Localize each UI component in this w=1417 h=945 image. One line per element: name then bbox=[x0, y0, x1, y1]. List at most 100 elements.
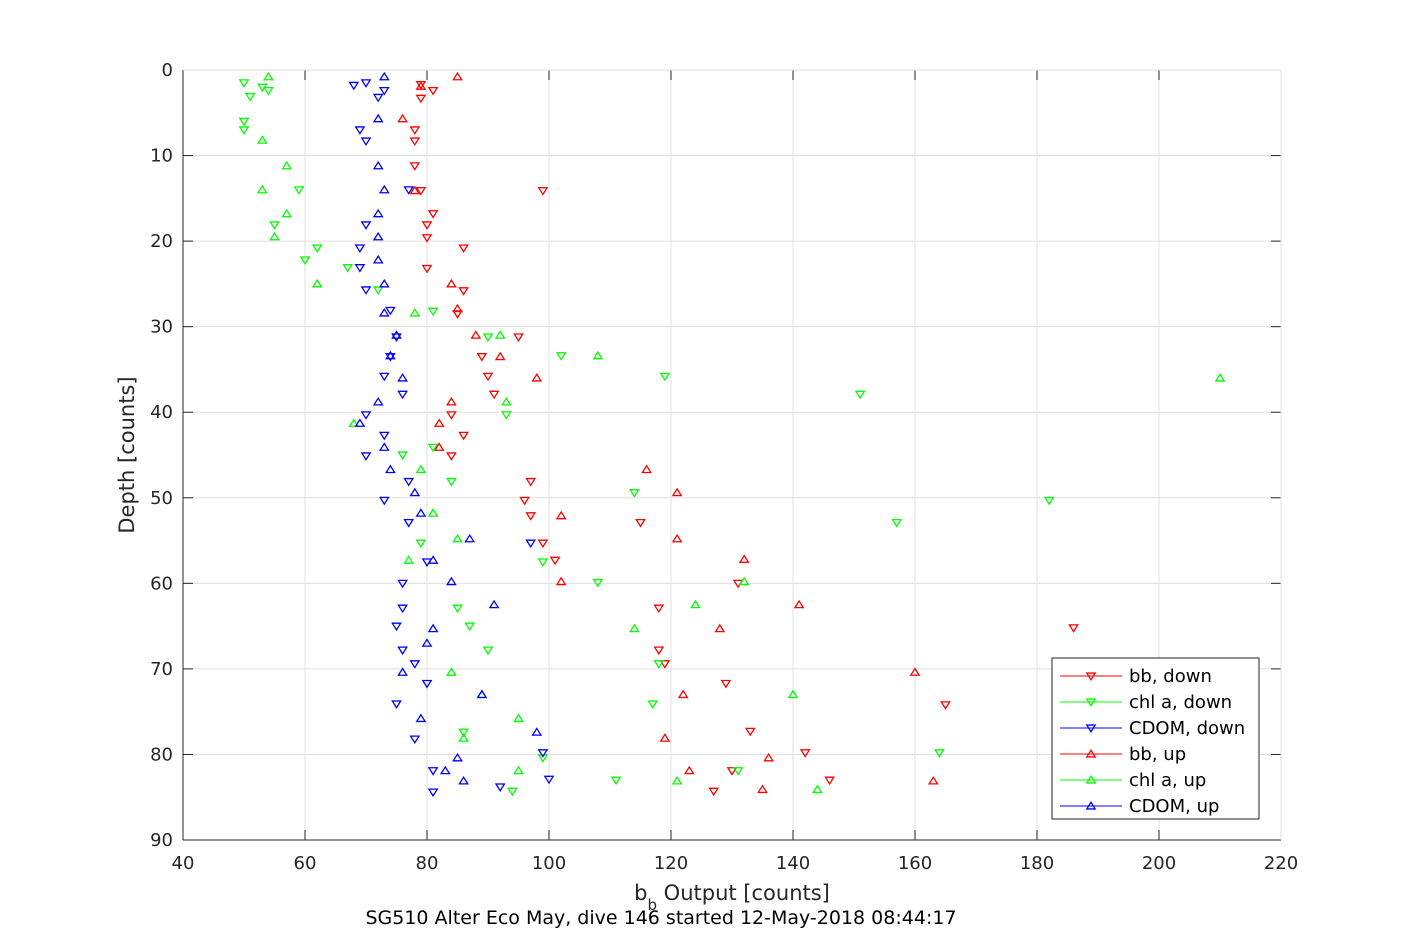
y-tick-label: 20 bbox=[150, 231, 173, 252]
marker-triangle-down bbox=[415, 94, 427, 104]
marker-triangle-up bbox=[427, 508, 439, 517]
marker-triangle-up bbox=[494, 351, 506, 361]
marker-triangle-up bbox=[476, 689, 488, 699]
marker-triangle-down bbox=[446, 452, 457, 461]
marker-triangle-down bbox=[726, 767, 738, 776]
marker-triangle-down bbox=[409, 735, 421, 745]
marker-triangle-down bbox=[458, 244, 469, 253]
marker-triangle-down bbox=[458, 728, 469, 738]
marker-triangle-up bbox=[281, 208, 293, 218]
marker-triangle-up bbox=[500, 396, 512, 406]
marker-triangle-down bbox=[824, 776, 835, 786]
series-1 bbox=[238, 79, 1055, 797]
y-tick-label: 0 bbox=[162, 60, 173, 81]
marker-triangle-up bbox=[378, 307, 390, 317]
marker-triangle-up bbox=[409, 307, 421, 317]
marker-triangle-down bbox=[238, 79, 250, 88]
marker-triangle-down bbox=[427, 443, 439, 453]
legend-box bbox=[1051, 657, 1260, 820]
marker-triangle-down bbox=[427, 767, 439, 776]
marker-triangle-up bbox=[763, 752, 774, 762]
marker-triangle-down bbox=[391, 622, 402, 632]
marker-triangle-down bbox=[537, 539, 549, 549]
marker-triangle-down bbox=[519, 496, 530, 506]
marker-triangle-down bbox=[354, 264, 366, 273]
marker-triangle-down bbox=[708, 787, 720, 797]
marker-triangle-down bbox=[403, 518, 415, 528]
marker-triangle-up bbox=[378, 442, 390, 451]
marker-triangle-down bbox=[458, 287, 469, 296]
marker-triangle-down bbox=[720, 679, 732, 689]
y-tick-label: 10 bbox=[150, 146, 173, 167]
marker-triangle-down bbox=[537, 754, 549, 763]
marker-triangle-down bbox=[482, 333, 494, 342]
series-5 bbox=[354, 71, 543, 785]
marker-triangle-up bbox=[494, 330, 506, 339]
marker-triangle-up bbox=[409, 185, 421, 195]
marker-triangle-up bbox=[513, 713, 524, 723]
marker-triangle-up bbox=[683, 765, 695, 775]
marker-triangle-down bbox=[372, 286, 384, 295]
marker-triangle-up bbox=[927, 775, 939, 785]
marker-triangle-up bbox=[787, 689, 799, 699]
data-points bbox=[238, 71, 1226, 798]
marker-triangle-up bbox=[421, 638, 433, 647]
legend-label: bb, down bbox=[1129, 666, 1212, 687]
marker-triangle-up bbox=[629, 623, 640, 633]
x-tick-label: 120 bbox=[654, 853, 688, 874]
x-axis-label-main: b bbox=[634, 881, 647, 905]
y-tick-label: 60 bbox=[150, 573, 173, 594]
marker-triangle-up bbox=[378, 184, 390, 194]
marker-triangle-down bbox=[403, 186, 415, 195]
marker-triangle-down bbox=[360, 452, 372, 461]
marker-triangle-down bbox=[458, 431, 469, 441]
marker-triangle-up bbox=[592, 350, 604, 360]
marker-triangle-up bbox=[311, 278, 323, 288]
marker-triangle-up bbox=[909, 667, 921, 676]
marker-triangle-up bbox=[458, 775, 469, 785]
marker-triangle-up bbox=[488, 599, 500, 609]
x-tick-label: 100 bbox=[532, 853, 566, 874]
marker-triangle-down bbox=[263, 86, 274, 96]
y-tick-label: 70 bbox=[150, 659, 173, 680]
marker-triangle-up bbox=[281, 160, 293, 170]
marker-triangle-down bbox=[397, 579, 408, 589]
marker-triangle-up bbox=[446, 278, 457, 288]
marker-triangle-up bbox=[714, 623, 726, 633]
marker-triangle-up bbox=[470, 330, 482, 339]
legend-marker bbox=[1085, 748, 1097, 758]
series-2 bbox=[348, 79, 555, 798]
marker-triangle-down bbox=[537, 749, 549, 758]
chart-caption: SG510 Alter Eco May, dive 146 started 12… bbox=[365, 907, 956, 929]
series-0 bbox=[409, 80, 1079, 797]
marker-triangle-down bbox=[446, 411, 457, 420]
marker-triangle-down bbox=[732, 767, 744, 776]
marker-triangle-up bbox=[793, 599, 805, 609]
x-tick-label: 160 bbox=[898, 853, 932, 874]
marker-triangle-up bbox=[433, 442, 445, 451]
marker-triangle-up bbox=[427, 623, 439, 633]
x-tick-label: 60 bbox=[294, 853, 317, 874]
marker-triangle-down bbox=[378, 431, 390, 441]
marker-triangle-up bbox=[372, 396, 384, 406]
axes: 40 60 80 100 120 140 160 180 200 220 0 10 20 30 40 50 60… bbox=[150, 60, 1298, 874]
marker-triangle-down bbox=[482, 372, 494, 382]
marker-triangle-up bbox=[269, 231, 280, 241]
marker-triangle-up bbox=[659, 733, 671, 742]
marker-triangle-down bbox=[409, 162, 421, 171]
marker-triangle-down bbox=[385, 353, 396, 362]
marker-triangle-up bbox=[446, 396, 457, 406]
marker-triangle-down bbox=[354, 126, 366, 135]
marker-triangle-down bbox=[659, 372, 671, 382]
marker-triangle-down bbox=[409, 660, 421, 669]
marker-triangle-up bbox=[452, 303, 463, 313]
marker-triangle-up bbox=[378, 278, 390, 288]
marker-triangle-down bbox=[653, 660, 665, 669]
series-3 bbox=[397, 71, 939, 794]
marker-triangle-down bbox=[537, 558, 549, 567]
marker-triangle-down bbox=[610, 776, 622, 786]
marker-triangle-up bbox=[1214, 372, 1226, 382]
marker-triangle-down bbox=[507, 787, 518, 797]
marker-triangle-down bbox=[354, 244, 366, 253]
